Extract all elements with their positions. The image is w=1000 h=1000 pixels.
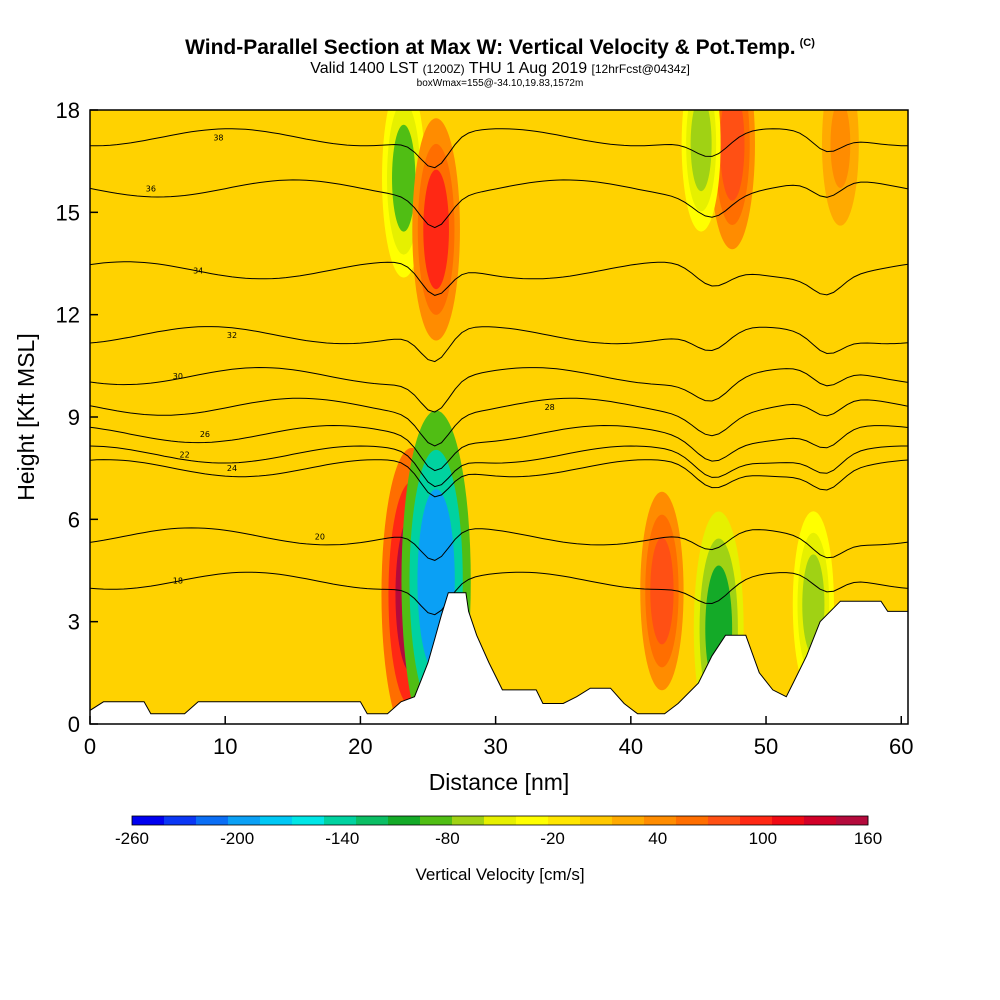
y-tick-label: 18: [56, 98, 80, 123]
colorbar-swatch: [388, 816, 421, 825]
theta-contour-label: 22: [180, 451, 190, 460]
copyright-mark: (C): [799, 37, 815, 49]
theta-contour-label: 38: [213, 133, 223, 142]
y-tick-label: 6: [68, 507, 80, 532]
theta-contour-label: 28: [545, 403, 555, 412]
theta-contour-label: 32: [227, 331, 237, 340]
x-tick-label: 20: [348, 734, 372, 759]
colorbar-swatch: [548, 816, 581, 825]
y-tick-label: 9: [68, 405, 80, 430]
theta-contour-label: 18: [173, 577, 183, 586]
theta-contour-line: [90, 571, 908, 616]
colorbar-swatch: [228, 816, 261, 825]
theta-contour-label: 26: [200, 430, 210, 439]
x-tick-label: 50: [754, 734, 778, 759]
x-axis-title: Distance [nm]: [429, 769, 570, 795]
colorbar-tick-label: -140: [325, 829, 359, 848]
colorbar-tick-label: -80: [435, 829, 460, 848]
colorbar-swatch: [484, 816, 517, 825]
y-axis-title: Height [Kft MSL]: [13, 333, 39, 500]
theta-contour-label: 30: [173, 372, 183, 381]
colorbar-swatch: [196, 816, 229, 825]
velocity-cell: [719, 110, 745, 201]
colorbar-swatch: [676, 816, 709, 825]
colorbar-tick-label: 160: [854, 829, 882, 848]
colorbar-swatch: [324, 816, 357, 825]
velocity-cell: [423, 169, 449, 290]
y-tick-label: 0: [68, 712, 80, 737]
theta-contour-line: [90, 424, 908, 472]
theta-contour-line: [90, 527, 908, 561]
colorbar-frame: [131, 815, 869, 826]
x-tick-label: 30: [483, 734, 507, 759]
y-tick-label: 3: [68, 610, 80, 635]
colorbar-tick-label: -20: [540, 829, 565, 848]
colorbar-swatch: [708, 816, 741, 825]
chart-title: Wind-Parallel Section at Max W: Vertical…: [0, 36, 1000, 60]
colorbar-swatch: [772, 816, 805, 825]
theta-contour-label: 20: [315, 532, 325, 541]
colorbar-title: Vertical Velocity [cm/s]: [415, 865, 584, 884]
colorbar-swatch: [804, 816, 837, 825]
colorbar-swatch: [580, 816, 613, 825]
theta-contour-label: 36: [146, 184, 156, 193]
theta-contour-line: [90, 179, 908, 229]
colorbar-tick-label: -200: [220, 829, 254, 848]
velocity-cell: [650, 537, 674, 645]
y-tick-label: 12: [56, 303, 80, 328]
colorbar-swatch: [292, 816, 325, 825]
colorbar-swatch: [836, 816, 869, 825]
plot-area: 18 20 22 24 26 28 30 32 34 36 38: [90, 110, 908, 724]
velocity-field: [381, 110, 859, 724]
theta-contour-line: [90, 445, 908, 488]
forecast-info: [12hrFcst@0434z]: [591, 62, 690, 76]
valid-utc: (1200Z): [422, 62, 465, 76]
colorbar: -260 -200 -140 -80 -20 40 100 160: [115, 815, 882, 848]
x-tick-label: 60: [889, 734, 913, 759]
colorbar-swatch: [164, 816, 197, 825]
theta-contours: 18 20 22 24 26 28 30 32 34 36 38: [90, 128, 908, 616]
theta-contour-line: [90, 459, 908, 498]
velocity-cell: [392, 124, 416, 232]
colorbar-swatch: [516, 816, 549, 825]
x-tick-label: 10: [213, 734, 237, 759]
colorbar-swatch: [260, 816, 293, 825]
colorbar-swatch: [612, 816, 645, 825]
colorbar-swatch: [420, 816, 453, 825]
velocity-cell: [830, 110, 851, 189]
colorbar-swatch: [740, 816, 773, 825]
terrain: [90, 592, 908, 724]
background-field: [90, 110, 908, 724]
colorbar-tick-label: -260: [115, 829, 149, 848]
colorbar-swatch: [132, 816, 165, 825]
x-tick-label: 0: [84, 734, 96, 759]
box-info: boxWmax=155@-34.10,19.83,1572m: [416, 78, 584, 89]
colorbar-tick-label: 100: [749, 829, 777, 848]
theta-contour-line: [90, 128, 908, 169]
valid-prefix: Valid 1400 LST: [310, 60, 419, 77]
chart-title-text: Wind-Parallel Section at Max W: Vertical…: [185, 36, 796, 59]
theta-contour-line: [90, 366, 908, 413]
colorbar-swatch: [644, 816, 677, 825]
theta-contour-label: 34: [193, 266, 203, 275]
colorbar-swatch: [452, 816, 485, 825]
theta-contour-line: [90, 326, 908, 363]
y-tick-label: 15: [56, 200, 80, 225]
x-tick-label: 40: [619, 734, 643, 759]
velocity-cell: [690, 110, 712, 192]
valid-time: Valid 1400 LST (1200Z) THU 1 Aug 2019 [1…: [0, 60, 1000, 78]
colorbar-swatch: [356, 816, 389, 825]
theta-contour-line: [90, 397, 908, 447]
theta-contour-line: [90, 261, 908, 296]
colorbar-tick-label: 40: [648, 829, 667, 848]
valid-date: THU 1 Aug 2019: [468, 60, 588, 77]
theta-contour-label: 24: [227, 464, 237, 473]
